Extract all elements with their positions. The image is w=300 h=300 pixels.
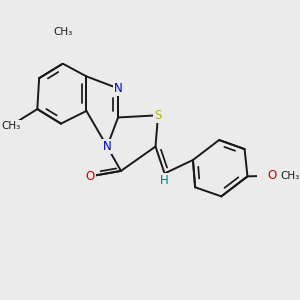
- Text: O: O: [85, 170, 95, 183]
- Text: CH₃: CH₃: [54, 28, 73, 38]
- Text: CH₃: CH₃: [280, 171, 300, 181]
- Text: N: N: [114, 82, 122, 95]
- Text: CH₃: CH₃: [1, 121, 20, 130]
- Text: S: S: [154, 109, 162, 122]
- Text: N: N: [103, 140, 112, 153]
- Text: O: O: [267, 169, 277, 182]
- Text: H: H: [160, 174, 169, 187]
